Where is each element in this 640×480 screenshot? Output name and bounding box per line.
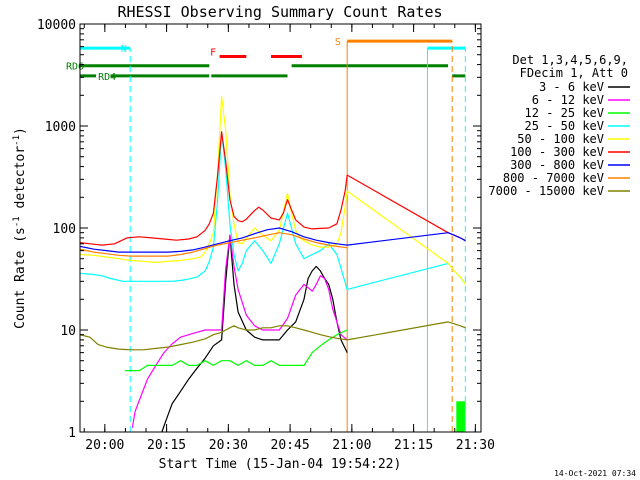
flag-label-rd4: RD4 xyxy=(98,72,116,83)
series-line-2 xyxy=(124,329,348,372)
legend-entry-label: 300 - 800 keV xyxy=(510,158,604,172)
legend-entry-label: 50 - 100 keV xyxy=(517,132,604,146)
series-line-4 xyxy=(80,95,466,285)
flag-label-n: N xyxy=(121,44,127,55)
vertical-markers xyxy=(80,41,466,432)
flag-label-s: S xyxy=(335,37,341,48)
legend: Det 1,3,4,5,6,9, FDecim 1, Att 0 3 - 6 k… xyxy=(488,53,630,198)
series-lines xyxy=(80,95,466,432)
y-tick-label: 10000 xyxy=(37,18,76,33)
legend-entry-label: 6 - 12 keV xyxy=(532,93,604,107)
y-axis-label-main: Count Rate (s xyxy=(13,227,28,329)
legend-entry-label: 100 - 300 keV xyxy=(510,145,604,159)
y-tick-label: 1 xyxy=(68,426,76,441)
series-line-6 xyxy=(80,227,466,253)
y-axis-label-mid: detector xyxy=(13,146,28,217)
y-axis: 1 10 100 1000 10000 xyxy=(37,18,481,441)
y-tick-label: 100 xyxy=(53,222,76,237)
y-axis-label-sup2: -1 xyxy=(12,135,22,146)
x-tick-label: 21:30 xyxy=(456,438,495,453)
legend-entry-label: 12 - 25 keV xyxy=(525,106,604,120)
legend-entry-label: 25 - 50 keV xyxy=(525,119,604,133)
x-tick-label: 20:00 xyxy=(85,438,124,453)
series-line-8 xyxy=(80,321,466,351)
status-flags xyxy=(80,39,466,432)
flag-label-f: F xyxy=(210,48,216,59)
y-tick-label: 10 xyxy=(60,324,76,339)
legend-header-line-2: FDecim 1, Att 0 xyxy=(520,66,628,80)
y-axis-label-sup1: -1 xyxy=(12,216,22,227)
x-tick-label: 20:30 xyxy=(209,438,248,453)
y-axis-label-end: ) xyxy=(13,127,28,135)
series-line-5 xyxy=(80,131,466,246)
flag-label-rd6: RD6 xyxy=(66,62,84,73)
flag-labels: N S F RD6 RD4 xyxy=(66,37,341,83)
legend-header-line-1: Det 1,3,4,5,6,9, xyxy=(512,53,628,67)
series-line-7 xyxy=(80,232,348,257)
x-axis: 20:00 20:15 20:30 20:45 21:00 21:15 21:30 xyxy=(83,24,495,453)
legend-entry-label: 800 - 7000 keV xyxy=(503,171,604,185)
x-axis-label: Start Time (15-Jan-04 19:54:22) xyxy=(159,457,402,472)
legend-entry-label: 7000 - 15000 keV xyxy=(488,184,604,198)
legend-entry-label: 3 - 6 keV xyxy=(539,80,604,94)
y-tick-label: 1000 xyxy=(45,120,76,135)
chart-title: RHESSI Observing Summary Count Rates xyxy=(117,3,442,21)
x-tick-label: 21:00 xyxy=(332,438,371,453)
y-axis-label: Count Rate (s-1 detector-1) xyxy=(12,127,28,329)
x-tick-label: 21:15 xyxy=(394,438,433,453)
x-tick-label: 20:45 xyxy=(271,438,310,453)
green-block xyxy=(456,401,466,432)
x-tick-label: 20:15 xyxy=(147,438,186,453)
footer-timestamp: 14-Oct-2021 07:34 xyxy=(554,469,636,478)
